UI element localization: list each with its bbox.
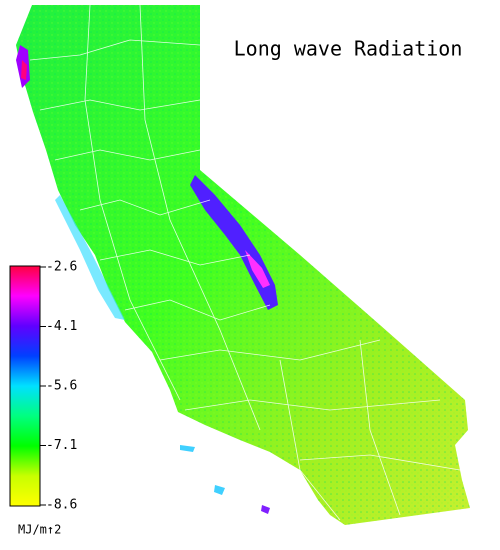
map-title: Long wave Radiation	[234, 37, 463, 61]
colorbar-tick-label: -4.1	[46, 319, 77, 334]
colorbar-tick-label: -7.1	[46, 438, 77, 453]
state-map	[16, 4, 470, 525]
colorbar: -2.6 -4.1 -5.6 -7.1 -8.6	[9, 260, 77, 513]
colorbar-tick-label: -5.6	[46, 379, 77, 394]
colorbar-tick-label: -2.6	[46, 260, 77, 275]
county-lines	[29, 4, 461, 521]
coast-highlight	[55, 195, 125, 320]
island	[180, 445, 195, 452]
sierra-peak	[245, 250, 270, 288]
colorbar-ramp	[9, 265, 41, 507]
colorbar-unit: MJ/m↑2	[18, 523, 61, 537]
island	[214, 485, 225, 495]
colorbar-tick-label: -8.6	[46, 498, 77, 513]
island	[261, 505, 270, 514]
state-texture	[16, 5, 470, 525]
redwood-peak	[21, 60, 27, 80]
